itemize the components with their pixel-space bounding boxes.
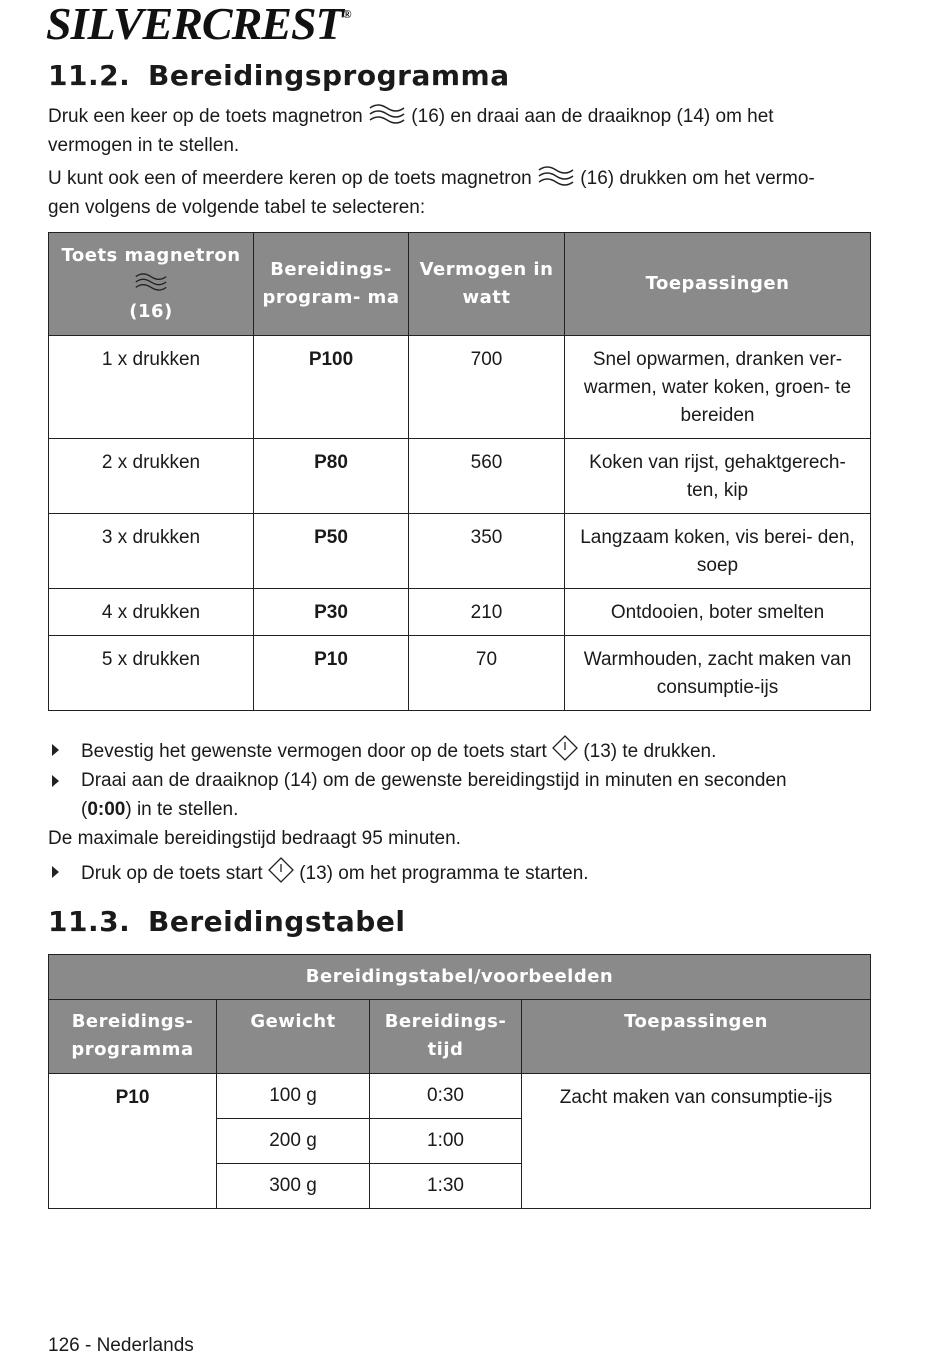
weight: 100 g xyxy=(216,1073,370,1119)
start-diamond-icon xyxy=(268,857,294,883)
program: P30 xyxy=(253,588,409,636)
table-row: 300 g 1:30 xyxy=(49,1163,871,1209)
header-time: Bereidings- tijd xyxy=(369,999,522,1074)
press-count: 4 x drukken xyxy=(48,588,254,636)
application: Koken van rijst, gehaktgerech- ten, kip xyxy=(564,438,871,514)
page-footer: 126 - Nederlands xyxy=(48,1335,194,1356)
bullet-turn-knob: Draai aan de draaiknop (14) om de gewens… xyxy=(48,766,870,824)
bullet-arrow-icon xyxy=(52,866,59,878)
time: 0:30 xyxy=(369,1073,522,1119)
microwave-waves-icon xyxy=(369,104,405,124)
header-power: Vermogen in watt xyxy=(408,232,565,336)
program: P100 xyxy=(253,335,409,439)
header-applications: Toepassingen xyxy=(520,999,872,1074)
bullet-arrow-icon xyxy=(52,744,59,756)
application: Ontdooien, boter smelten xyxy=(564,588,871,636)
intro-paragraph-2: U kunt ook een of meerdere keren op de t… xyxy=(48,164,870,222)
press-count: 3 x drukken xyxy=(48,513,254,589)
table-row: 4 x drukken P30 210 Ontdooien, boter smelte… xyxy=(48,588,871,636)
max-time-note: De maximale bereidingstijd bedraagt 95 m… xyxy=(48,828,461,849)
table-row: 5 x drukken P10 70 Warmhouden, zacht maken … xyxy=(48,635,871,711)
weight: 300 g xyxy=(216,1163,370,1209)
header-applications: Toepassingen xyxy=(564,232,871,336)
section-heading-11-3: 11.3. Bereidingstabel xyxy=(48,905,406,938)
time: 1:30 xyxy=(369,1163,522,1209)
intro-paragraph-1: Druk een keer op de toets magnetron (16)… xyxy=(48,102,870,160)
table-row: 3 x drukken P50 350 Langzaam koken, vis ber… xyxy=(48,513,871,589)
table-row: P10 100 g 0:30 Zacht maken van consumpti… xyxy=(48,1073,872,1209)
header-program: Bereidings- programma xyxy=(48,999,217,1074)
press-count: 2 x drukken xyxy=(48,438,254,514)
program: P80 xyxy=(253,438,409,514)
cooking-table: Bereidingstabel/voorbeelden Bereidings- … xyxy=(47,954,872,1209)
program-table: Toets magnetron (16) Bereidings- program… xyxy=(48,232,871,711)
microwave-waves-icon xyxy=(135,273,167,291)
time: 1:00 xyxy=(369,1118,522,1164)
start-diamond-icon xyxy=(552,735,578,761)
power: 70 xyxy=(408,635,565,711)
header-toets: Toets magnetron (16) xyxy=(48,232,254,336)
power: 210 xyxy=(408,588,565,636)
power: 560 xyxy=(408,438,565,514)
program: P50 xyxy=(253,513,409,589)
header-weight: Gewicht xyxy=(216,999,370,1074)
section-heading-11-2: 11.2. Bereidingsprogramma xyxy=(48,59,510,92)
table-row: 2 x drukken P80 560 Koken van rijst, gehakt… xyxy=(48,438,871,514)
table-row: 1 x drukken P100 700 Snel opwarmen, dranken… xyxy=(48,335,871,439)
application: Zacht maken van consumptie-ijs xyxy=(520,1073,872,1209)
application: Warmhouden, zacht maken van consumptie-i… xyxy=(564,635,871,711)
microwave-waves-icon xyxy=(538,166,574,186)
bullet-start: Druk op de toets start (13) om het progr… xyxy=(48,857,870,888)
silvercrest-logo: SILVERCREST® xyxy=(46,0,352,49)
program: P10 xyxy=(253,635,409,711)
program: P10 xyxy=(48,1073,217,1209)
power: 350 xyxy=(408,513,565,589)
cooking-table-title: Bereidingstabel/voorbeelden xyxy=(47,954,872,1000)
application: Langzaam koken, vis berei- den, soep xyxy=(564,513,871,589)
application: Snel opwarmen, dranken ver- warmen, wate… xyxy=(564,335,871,439)
weight: 200 g xyxy=(216,1118,370,1164)
power: 700 xyxy=(408,335,565,439)
bullet-arrow-icon xyxy=(52,775,59,787)
bullet-confirm: Bevestig het gewenste vermogen door op d… xyxy=(48,735,870,766)
table-row: 200 g 1:00 xyxy=(49,1118,871,1164)
header-program: Bereidings- program- ma xyxy=(253,232,409,336)
press-count: 5 x drukken xyxy=(48,635,254,711)
press-count: 1 x drukken xyxy=(48,335,254,439)
